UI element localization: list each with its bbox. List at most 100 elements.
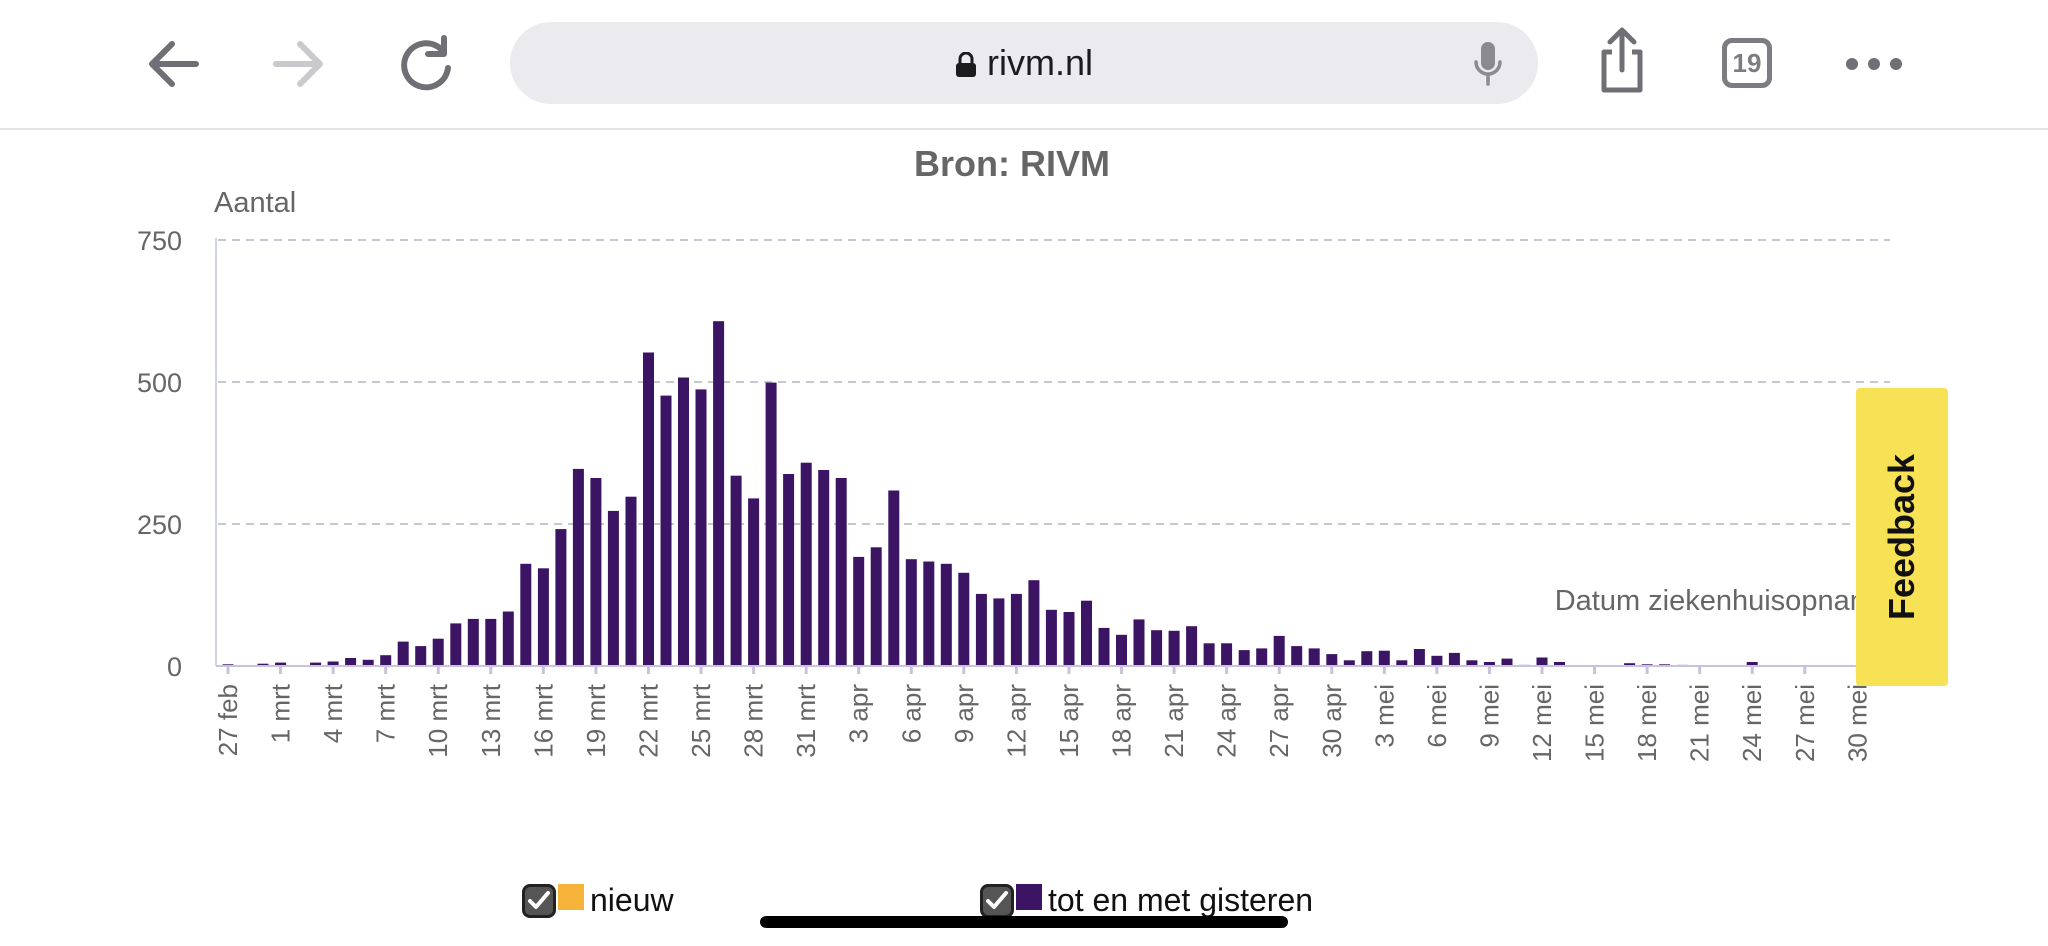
bar [625, 496, 637, 666]
x-tick-label: 27 apr [1264, 684, 1294, 758]
bar [800, 462, 812, 666]
lock-icon [956, 52, 976, 78]
bar [1063, 612, 1075, 666]
bar [1010, 593, 1022, 666]
bar [783, 474, 795, 666]
tabs-icon[interactable]: 19 [1722, 38, 1772, 88]
bar [362, 659, 374, 666]
bars [222, 321, 1758, 666]
forward-arrow-icon[interactable] [262, 28, 334, 100]
bar [748, 498, 760, 666]
x-tick-label: 12 mei [1527, 684, 1557, 762]
bar [572, 468, 584, 666]
bar [958, 572, 970, 666]
x-tick-label: 15 mei [1580, 684, 1610, 762]
bar [923, 561, 935, 666]
reload-icon[interactable] [390, 28, 462, 100]
x-tick-label: 28 mrt [739, 683, 769, 757]
x-tick-label: 9 mei [1474, 684, 1504, 748]
url-display: rivm.nl [510, 42, 1538, 84]
checkbox-checked-icon[interactable] [522, 884, 556, 918]
feedback-button[interactable]: Feedback [1856, 388, 1948, 686]
bar [1624, 663, 1636, 666]
bar [853, 556, 865, 666]
x-tick-label: 19 mrt [581, 683, 611, 757]
bar [713, 321, 725, 666]
bar [818, 470, 830, 666]
bar [327, 661, 339, 666]
bar [1028, 580, 1040, 666]
bar [1098, 627, 1110, 666]
bar [1413, 649, 1425, 666]
bar [1238, 650, 1250, 666]
bar [415, 646, 427, 666]
bar [310, 662, 322, 666]
bar [835, 478, 847, 666]
bar [502, 611, 514, 666]
checkbox-checked-icon[interactable] [980, 884, 1014, 918]
legend-label: nieuw [590, 882, 674, 918]
x-tick-label: 18 apr [1107, 684, 1137, 758]
more-icon[interactable] [1838, 28, 1910, 100]
axes: 0 250 500 750 27 feb 1 mrt 4 mrt 7 mrt 10 mrt 13 … [137, 226, 1890, 762]
x-tick-label: 7 mrt [371, 683, 401, 743]
x-tick-label: 27 mei [1790, 684, 1820, 762]
x-tick-label: 30 mei [1842, 684, 1872, 762]
x-tick-label: 10 mrt [423, 683, 453, 757]
bar [1045, 609, 1057, 666]
bar [870, 547, 882, 666]
bar [537, 568, 549, 666]
bar [520, 563, 532, 666]
bar [485, 618, 497, 666]
home-indicator [760, 916, 1288, 928]
bar [905, 559, 917, 666]
bar [643, 352, 654, 666]
bar [1746, 662, 1758, 666]
back-arrow-icon[interactable] [138, 28, 210, 100]
bar [1501, 658, 1513, 666]
bar [1361, 651, 1373, 666]
bar [380, 655, 392, 666]
bar [450, 623, 462, 666]
x-tick-label: 16 mrt [528, 683, 558, 757]
bar [975, 593, 987, 666]
url-field[interactable]: rivm.nl [510, 22, 1538, 104]
x-tick-label: 30 apr [1317, 684, 1347, 758]
bar [1221, 643, 1233, 666]
x-tick-label: 6 mei [1422, 684, 1452, 748]
x-tick-label: 3 mei [1369, 684, 1399, 748]
feedback-label: Feedback [1881, 453, 1922, 621]
bar [1308, 648, 1320, 666]
share-icon[interactable] [1586, 24, 1658, 96]
x-tick-label: 27 feb [213, 684, 243, 756]
x-tick-label: 13 mrt [476, 683, 506, 757]
x-tick-label: 21 mei [1685, 684, 1715, 762]
bar [1256, 648, 1268, 666]
x-tick-label: 24 apr [1212, 684, 1242, 758]
bar [1133, 619, 1145, 666]
microphone-icon[interactable] [1473, 40, 1503, 88]
bar [1448, 652, 1460, 666]
browser-toolbar: rivm.nl 19 [0, 0, 2048, 130]
legend-label: tot en met gisteren [1048, 882, 1314, 918]
x-tick-label: 24 mei [1737, 684, 1767, 762]
bar [1186, 626, 1198, 666]
y-tick-label: 500 [137, 368, 182, 398]
url-text: rivm.nl [987, 42, 1093, 83]
bar [993, 598, 1005, 666]
bar [660, 395, 672, 666]
gridlines [218, 239, 1890, 525]
bar [397, 641, 409, 666]
x-tick-label: 1 mrt [266, 683, 296, 743]
bar [467, 618, 479, 666]
chart-title: Bron: RIVM [914, 143, 1110, 184]
y-axis-label: Aantal [214, 187, 296, 219]
x-tick-label: 15 apr [1054, 684, 1084, 758]
x-tick-label: 22 mrt [633, 683, 663, 757]
bar [607, 510, 619, 666]
bar [765, 382, 777, 666]
bar [1554, 662, 1565, 666]
bar [432, 638, 444, 666]
legend-swatch [1016, 884, 1042, 910]
bar [1431, 655, 1443, 666]
